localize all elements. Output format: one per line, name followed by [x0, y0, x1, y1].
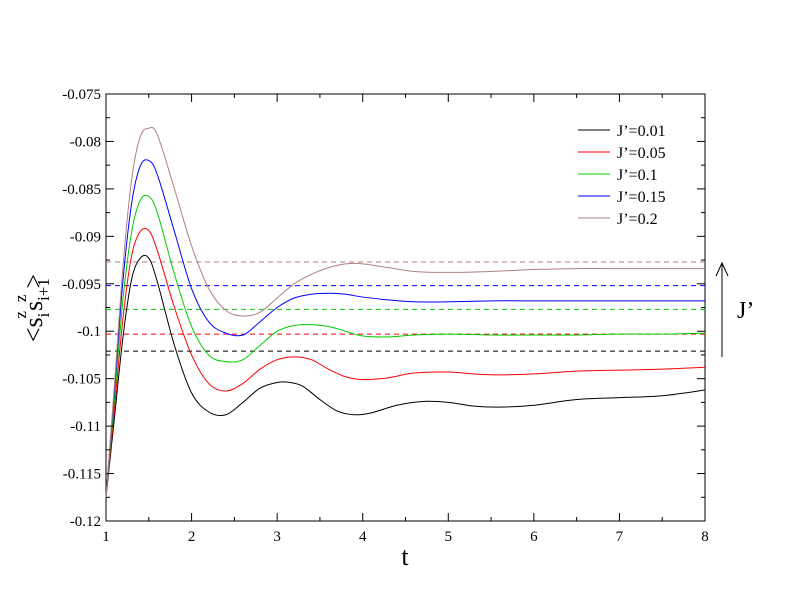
y-tick-label: -0.1: [77, 324, 101, 340]
x-axis-title: t: [401, 542, 409, 571]
x-tick-label: 1: [102, 529, 110, 545]
y-axis-title: <sizsi+1z>: [11, 274, 53, 342]
plot-area: [105, 93, 706, 522]
legend-label-2: J’=0.1: [617, 167, 658, 184]
legend-label-1: J’=0.05: [617, 145, 666, 162]
series-line-4: [105, 126, 705, 498]
y-title-suffix: >: [19, 274, 48, 289]
x-tick-label: 4: [359, 529, 367, 545]
y-tick-labels: -0.12 -0.115 -0.11 -0.105 -0.1 -0.095 -0.09 -0.…: [62, 87, 101, 530]
y-title-sub-i: i: [34, 312, 53, 317]
x-tick-label: 8: [701, 529, 709, 545]
y-title-prefix: <s: [19, 317, 48, 342]
y-title-sub-i1: i+1: [34, 278, 53, 301]
y-tick-label: -0.08: [70, 134, 101, 150]
x-tick-label: 2: [188, 529, 196, 545]
series-line-2: [105, 194, 706, 498]
series-lines: [105, 126, 706, 498]
x-tick-label: 7: [616, 529, 624, 545]
legend: J’=0.01 J’=0.05 J’=0.1 J’=0.15 J’=0.2: [578, 123, 666, 228]
plot-frame: [105, 93, 706, 522]
y-tick-label: -0.12: [70, 514, 101, 530]
arrow-head-icon: [715, 261, 729, 277]
y-tick-label: -0.105: [62, 372, 101, 388]
series-line-3: [105, 159, 705, 498]
series-line-0: [105, 254, 706, 498]
y-tick-label: -0.115: [63, 467, 101, 483]
legend-label-0: J’=0.01: [617, 123, 666, 140]
y-tick-label: -0.085: [62, 182, 101, 198]
x-tick-label: 6: [530, 529, 538, 545]
series-line-1: [105, 227, 706, 498]
asymptote-lines: [106, 261, 705, 352]
y-title-sup-z2: z: [11, 294, 30, 302]
x-tick-label: 3: [273, 529, 281, 545]
y-title-sup-z1: z: [11, 311, 30, 319]
y-axis-ticks: [106, 93, 705, 522]
y-title-mid: s: [19, 301, 48, 311]
x-tick-label: 5: [445, 529, 453, 545]
x-axis-ticks: [105, 94, 706, 521]
legend-label-4: J’=0.2: [617, 211, 658, 228]
y-tick-label: -0.095: [62, 277, 101, 293]
y-tick-label: -0.09: [70, 229, 101, 245]
y-tick-label: -0.075: [62, 87, 101, 103]
j-prime-arrow: [715, 261, 729, 357]
arrow-label: J’: [737, 298, 754, 324]
x-tick-labels: 1 2 3 4 5 6 7 8: [102, 529, 709, 545]
y-tick-label: -0.11: [70, 419, 101, 435]
svg-text:<sizsi+1z>: <sizsi+1z>: [11, 274, 53, 342]
legend-label-3: J’=0.15: [617, 189, 666, 206]
